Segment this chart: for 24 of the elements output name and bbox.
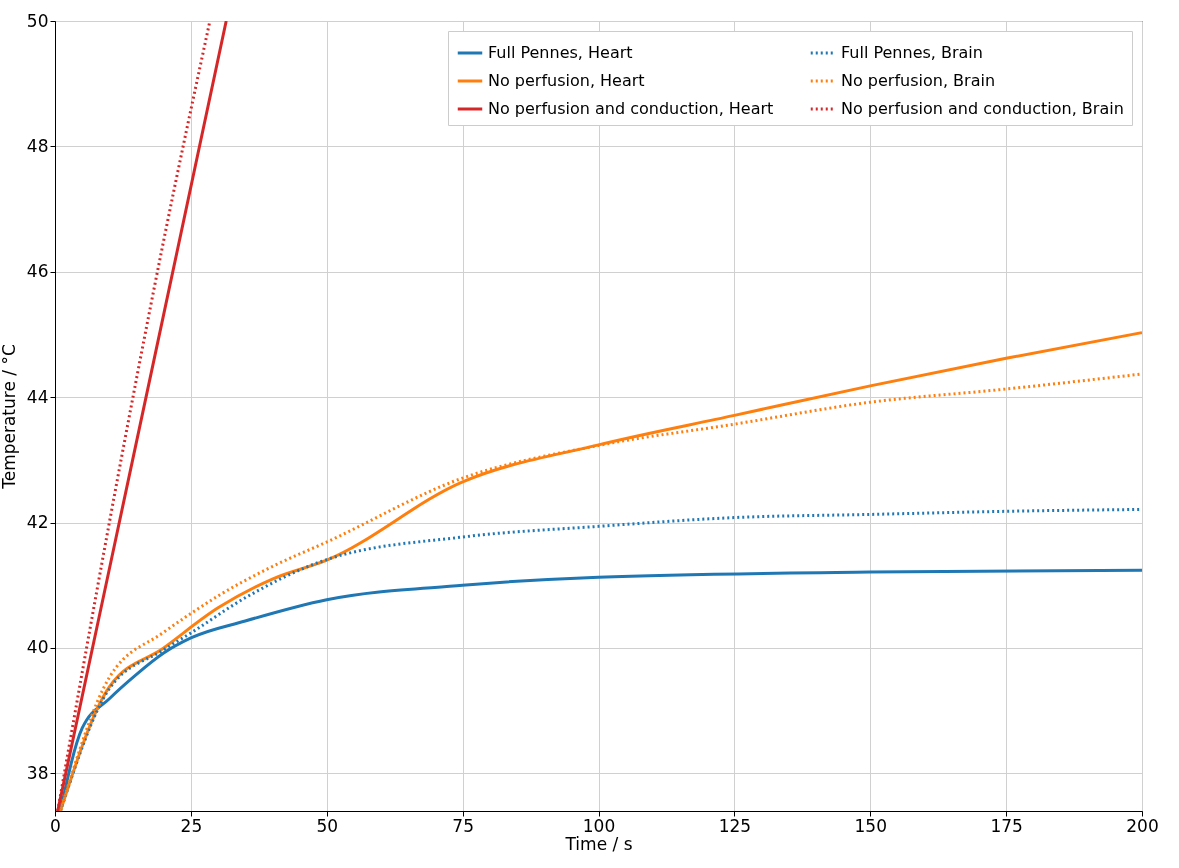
y-axis-title: Temperature / °C [0, 344, 19, 490]
x-axis-title: Time / s [564, 833, 633, 854]
x-tick-label: 25 [180, 815, 203, 836]
legend-label: Full Pennes, Heart [488, 43, 633, 62]
legend-label: Full Pennes, Brain [841, 43, 983, 62]
y-tick-label: 42 [26, 512, 49, 533]
x-tick-label: 0 [50, 815, 61, 836]
x-tick-label: 175 [990, 815, 1023, 836]
y-tick-label: 38 [26, 762, 49, 783]
x-tick-label: 200 [1126, 815, 1159, 836]
y-tick-label: 40 [26, 637, 49, 658]
y-tick-label: 44 [26, 386, 49, 407]
x-tick-label: 125 [718, 815, 752, 836]
legend-label: No perfusion and conduction, Brain [841, 99, 1124, 118]
x-tick-label: 100 [582, 815, 616, 836]
y-tick-label: 48 [26, 135, 49, 156]
x-tick-label: 50 [316, 815, 339, 836]
x-tick-label: 75 [452, 815, 474, 836]
y-tick-label: 46 [26, 261, 49, 282]
y-tick-label: 50 [26, 10, 49, 31]
legend-label: No perfusion, Brain [841, 71, 996, 90]
legend-label: No perfusion, Heart [488, 71, 645, 90]
x-tick-label: 150 [854, 815, 887, 836]
legend-label: No perfusion and conduction, Heart [488, 99, 774, 118]
